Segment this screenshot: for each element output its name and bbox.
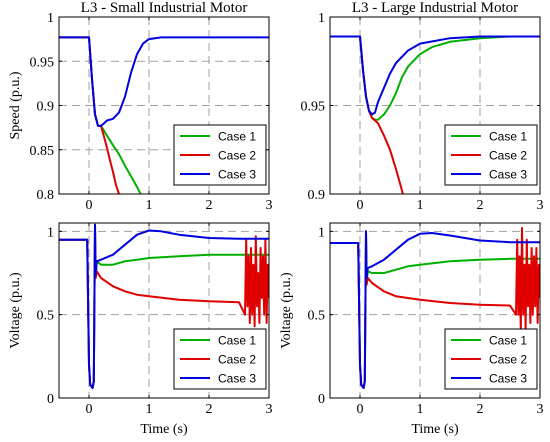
legend: Case 1 Case 2 Case 3 [444, 328, 538, 390]
x-tick-label: 1 [146, 402, 153, 417]
axes-frame [329, 222, 541, 399]
y-tick-label: 0 [318, 392, 325, 407]
legend-label: Case 2 [218, 353, 256, 367]
x-tick-label: 0 [86, 402, 93, 417]
y-tick-label: 0.95 [30, 55, 55, 70]
legend-label: Case 2 [218, 149, 256, 163]
y-tick-label: 0.8 [37, 188, 55, 203]
series-line-3 [59, 223, 269, 389]
axes-frame [58, 222, 270, 399]
legend-label: Case 3 [489, 372, 527, 386]
x-tick-label: 0 [357, 402, 364, 417]
x-axis-label: Time (s) [140, 422, 188, 437]
y-axis-label: Speed (p.u.) [8, 71, 23, 139]
y-tick-label: 0.95 [301, 100, 326, 115]
series-line-3 [59, 36, 269, 127]
x-tick-label: 1 [146, 198, 153, 213]
series-line-3 [330, 230, 540, 389]
y-tick-label: 0.9 [308, 188, 326, 203]
x-tick-label: 0 [357, 198, 364, 213]
legend-label: Case 1 [489, 130, 527, 144]
y-tick-label: 0.9 [37, 100, 55, 115]
series-line-3 [330, 35, 540, 116]
x-tick-label: 3 [266, 402, 273, 417]
legend: Case 1 Case 2 Case 3 [173, 328, 267, 390]
x-tick-label: 1 [417, 198, 424, 213]
x-tick-label: 2 [477, 402, 484, 417]
legend-label: Case 3 [489, 168, 527, 182]
legend-label: Case 2 [489, 353, 527, 367]
y-tick-label: 1 [318, 11, 325, 26]
x-tick-label: 2 [206, 198, 213, 213]
x-axis-label: Time (s) [411, 422, 459, 437]
y-tick-label: 1 [47, 11, 54, 26]
x-tick-label: 1 [417, 402, 424, 417]
legend: Case 1 Case 2 Case 3 [173, 124, 267, 186]
panel-2: 0 1 2 3 0.9 0.95 1 L3 - Large Industrial Motor C… [301, 0, 544, 213]
x-tick-label: 3 [537, 402, 544, 417]
panel-title: L3 - Large Industrial Motor [352, 0, 518, 16]
panel-1: 0 1 2 3 0.8 0.85 0.9 0.95 1 L3 - Small Industrial… [8, 0, 273, 213]
legend-label: Case 3 [218, 168, 256, 182]
y-tick-label: 1 [47, 225, 54, 240]
y-tick-label: 0.85 [30, 144, 55, 159]
legend-label: Case 3 [218, 372, 256, 386]
panel-title: L3 - Small Industrial Motor [81, 0, 248, 16]
x-tick-label: 3 [537, 198, 544, 213]
y-tick-label: 0.5 [308, 309, 326, 324]
y-tick-label: 0 [47, 392, 54, 407]
y-tick-label: 0.5 [37, 309, 55, 324]
legend-label: Case 2 [489, 149, 527, 163]
x-tick-label: 2 [477, 198, 484, 213]
x-tick-label: 2 [206, 402, 213, 417]
y-axis-label: Voltage (p.u.) [8, 272, 23, 349]
legend-label: Case 1 [218, 334, 256, 348]
x-tick-label: 3 [266, 198, 273, 213]
x-tick-label: 0 [86, 198, 93, 213]
y-tick-label: 1 [318, 225, 325, 240]
y-axis-label: Voltage (p.u.) [279, 272, 294, 349]
legend-label: Case 1 [489, 334, 527, 348]
legend: Case 1 Case 2 Case 3 [444, 124, 538, 186]
legend-label: Case 1 [218, 130, 256, 144]
